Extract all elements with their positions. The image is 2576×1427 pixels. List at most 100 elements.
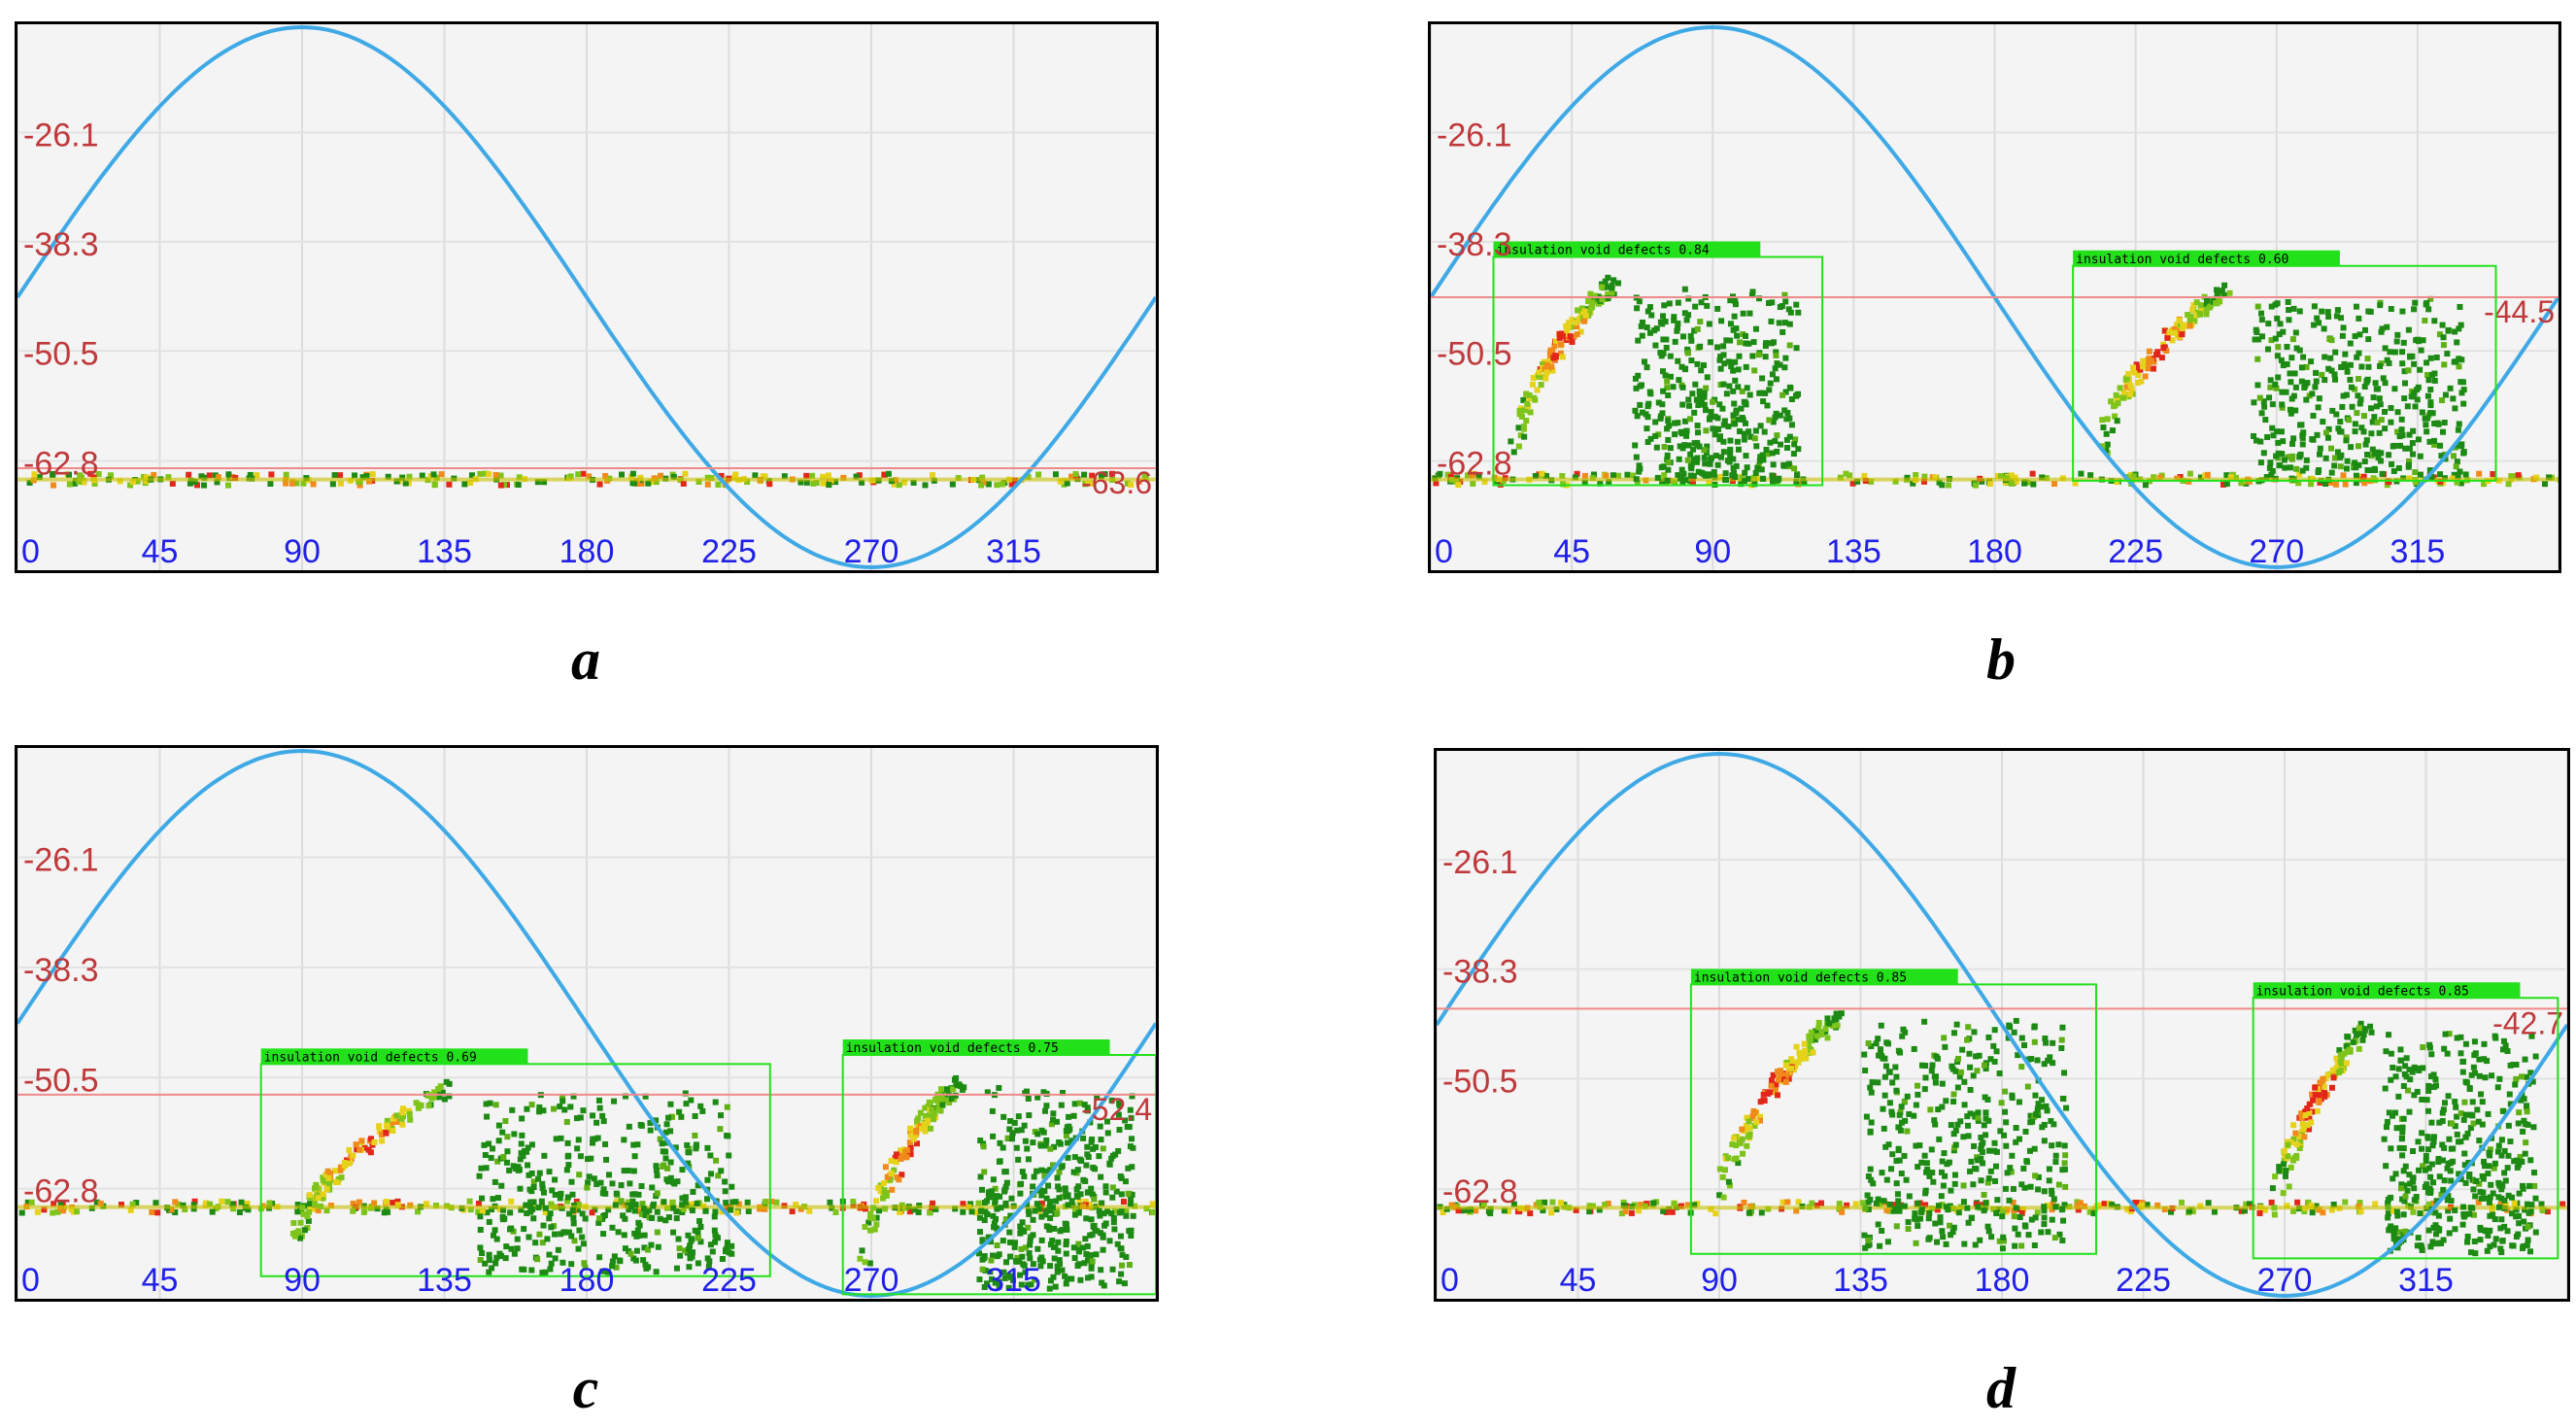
defect-point [2120,389,2127,395]
defect-point [1701,393,1708,400]
defect-point [2498,1152,2505,1159]
defect-point [2289,440,2296,447]
defect-point [1960,1199,1967,1206]
defect-point [604,1269,611,1275]
defect-point [1981,1062,1987,1069]
defect-point [637,1121,644,1128]
defect-point [1911,1112,1917,1119]
defect-point [1038,1237,1045,1243]
defect-point [2436,1119,2443,1126]
defect-point [1000,1238,1006,1244]
defect-point [1881,1073,1888,1080]
defect-point [1938,1193,1945,1200]
defect-point [662,1129,669,1136]
defect-point [938,1086,945,1093]
noise-point [369,471,376,478]
defect-point [1742,332,1748,339]
defect-point [2388,405,2394,412]
defect-point [1906,1193,1913,1200]
defect-point [992,1197,999,1204]
defect-point [2521,1218,2527,1225]
defect-point [2367,405,2374,412]
defect-point [1767,439,1774,446]
defect-point [595,1219,602,1226]
defect-point [2329,1067,2336,1073]
defect-point [2400,339,2407,346]
defect-point [2486,1163,2492,1170]
noise-point [1035,471,1042,478]
defect-point [482,1260,489,1267]
defect-point [1644,324,1650,331]
defect-point [1025,1281,1032,1288]
defect-point [1054,1210,1061,1217]
defect-point [2390,1232,2397,1239]
defect-point [571,1238,578,1244]
defect-point [1588,297,1595,304]
defect-point [705,1264,712,1271]
defect-point [2041,1204,2048,1210]
defect-point [1902,1029,1909,1036]
noise-point [1630,472,1637,479]
defect-point [2039,1097,2046,1104]
defect-point [2457,1175,2464,1182]
defect-point [2033,1110,2040,1117]
defect-point [1070,1169,1077,1175]
defect-point [1746,428,1752,435]
defect-point [2489,1072,2495,1079]
defect-point [1892,1064,1899,1070]
defect-point [1038,1167,1045,1173]
defect-point [641,1232,648,1239]
defect-point [2498,1195,2505,1202]
defect-point [2432,1209,2439,1216]
defect-point [582,1264,589,1271]
defect-point [525,1172,532,1178]
defect-point [1987,1056,1994,1063]
defect-point [2377,401,2384,408]
defect-point [356,1146,363,1153]
defect-point [384,1117,390,1124]
defect-point [1021,1228,1028,1235]
defect-point [2441,420,2448,426]
defect-point [597,1179,604,1186]
defect-point [1990,1042,1997,1049]
defect-point [1084,1107,1091,1114]
defect-point [2513,1061,2520,1068]
defect-point [2311,322,2318,328]
defect-point [1766,299,1773,306]
noise-point [695,478,702,485]
defect-point [1964,1205,1971,1211]
noise-point [497,482,504,489]
defect-point [1736,1139,1743,1146]
defect-point [1043,1223,1050,1230]
defect-point [2203,311,2210,318]
defect-point [1047,1145,1054,1152]
defect-point [2406,445,2413,452]
defect-point [2426,438,2433,445]
defect-point [1983,1200,1989,1206]
defect-point [1720,352,1727,358]
defect-point [399,1109,406,1116]
defect-point [2371,465,2378,472]
defect-point [2449,1120,2456,1127]
noise-point [542,1208,549,1215]
defect-point [2310,1097,2317,1104]
defect-point [1948,1232,1954,1239]
noise-point [1859,1200,1866,1206]
defect-point [2029,1118,2036,1125]
defect-point [1042,1142,1049,1149]
noise-point [534,479,541,486]
y-tick-label: -26.1 [1437,117,1512,153]
defect-point [907,1125,914,1132]
defect-point [1733,462,1740,469]
defect-point [486,1251,492,1258]
defect-point [2382,425,2389,432]
defect-point [2481,1056,2488,1063]
defect-point [1028,1281,1034,1288]
defect-point [2402,1193,2409,1200]
defect-point [2042,1036,2049,1042]
defect-point [1018,1245,1025,1252]
defect-point [2524,1241,2530,1248]
detection-label: insulation void defects 0.85 [1694,970,1907,985]
defect-point [2461,1162,2468,1169]
